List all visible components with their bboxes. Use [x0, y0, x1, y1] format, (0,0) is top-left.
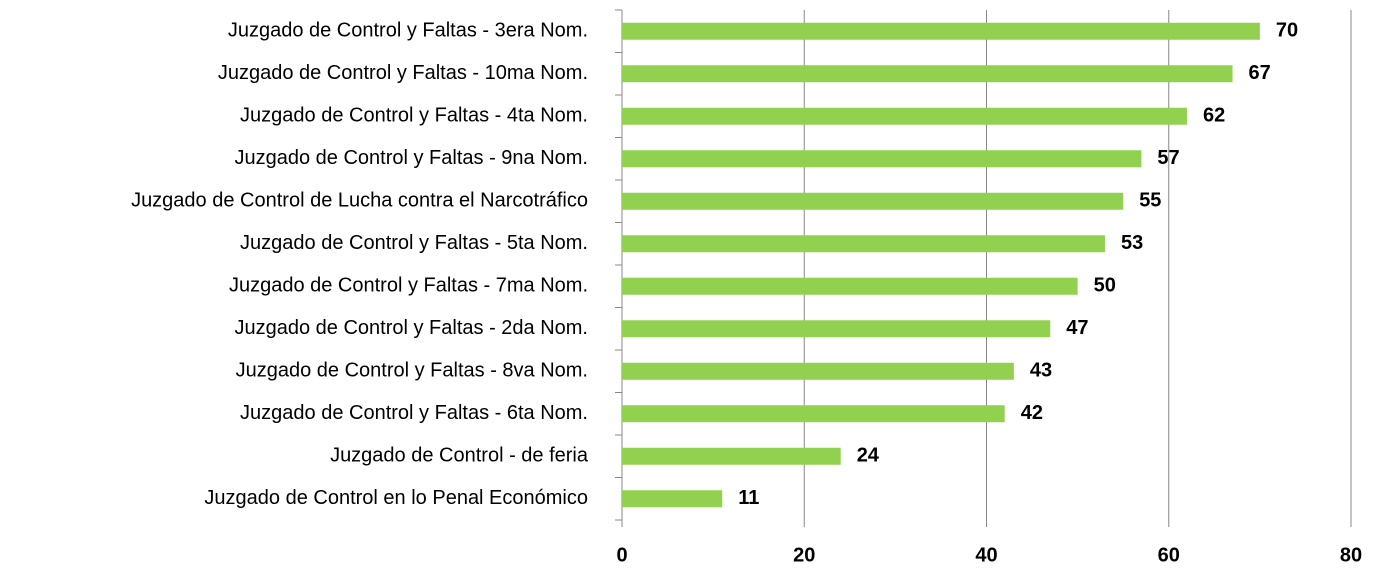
y-tick-label: Juzgado de Control y Faltas - 6ta Nom. — [240, 402, 588, 424]
value-label: 24 — [857, 445, 880, 467]
bar — [622, 405, 1005, 423]
y-tick-label: Juzgado de Control y Faltas - 8va Nom. — [236, 360, 588, 382]
value-label: 42 — [1021, 402, 1043, 424]
bar — [622, 22, 1260, 40]
value-label: 70 — [1276, 20, 1298, 42]
value-label: 62 — [1203, 105, 1225, 127]
x-tick-label: 20 — [793, 544, 815, 566]
y-tick-label: Juzgado de Control y Faltas - 7ma Nom. — [229, 275, 588, 297]
value-label: 11 — [738, 487, 759, 509]
x-tick-label: 0 — [616, 544, 627, 566]
x-tick-label: 40 — [975, 544, 997, 566]
value-label: 47 — [1066, 317, 1088, 339]
value-label: 43 — [1030, 360, 1052, 382]
value-label: 53 — [1121, 232, 1143, 254]
y-tick-label: Juzgado de Control y Faltas - 5ta Nom. — [240, 232, 588, 254]
value-label: 57 — [1157, 147, 1179, 169]
y-tick-label: Juzgado de Control en lo Penal Económico — [204, 487, 588, 509]
bar — [622, 490, 723, 508]
x-tick-label: 80 — [1340, 544, 1362, 566]
bar — [622, 447, 841, 465]
value-label: 55 — [1139, 190, 1161, 212]
bar — [622, 150, 1142, 168]
bar — [622, 192, 1124, 210]
y-tick-label: Juzgado de Control y Faltas - 9na Nom. — [234, 147, 588, 169]
x-tick-label: 60 — [1158, 544, 1180, 566]
bar — [622, 65, 1233, 83]
bar — [622, 277, 1078, 295]
y-tick-label: Juzgado de Control de Lucha contra el Na… — [131, 190, 588, 212]
bar — [622, 362, 1014, 380]
y-tick-label: Juzgado de Control y Faltas - 3era Nom. — [228, 20, 588, 42]
y-tick-label: Juzgado de Control y Faltas - 4ta Nom. — [240, 105, 588, 127]
y-tick-label: Juzgado de Control - de feria — [330, 445, 589, 467]
y-tick-label: Juzgado de Control y Faltas - 2da Nom. — [234, 317, 588, 339]
value-label: 50 — [1094, 275, 1116, 297]
bar — [622, 235, 1105, 253]
value-label: 67 — [1249, 62, 1271, 84]
bar — [622, 320, 1051, 338]
y-tick-label: Juzgado de Control y Faltas - 10ma Nom. — [218, 62, 588, 84]
bar — [622, 107, 1187, 125]
